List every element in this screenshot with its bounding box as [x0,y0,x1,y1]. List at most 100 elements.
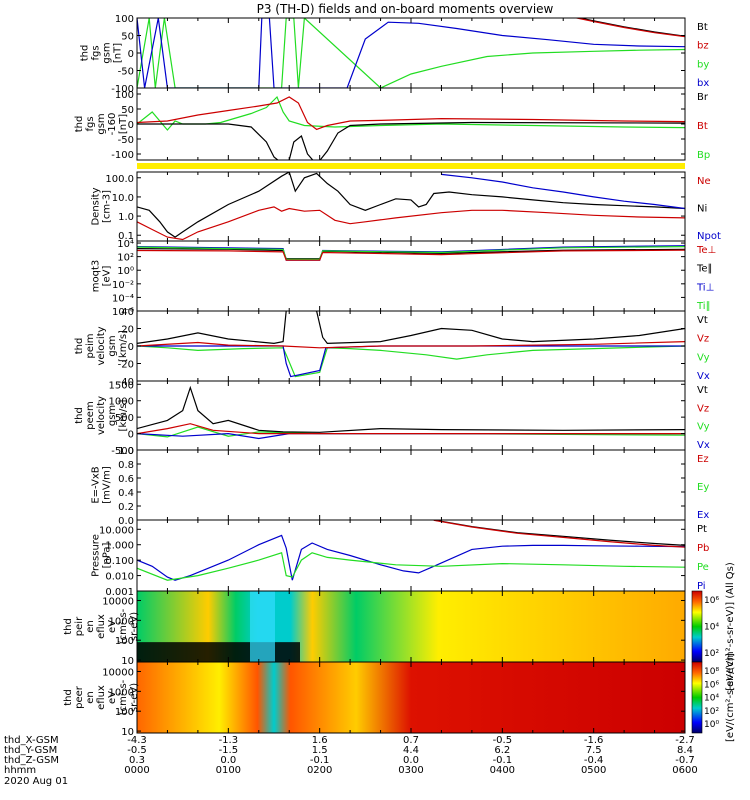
panel-frame [136,171,686,242]
ephemeris-value: 1.6 [312,735,328,746]
colorbar-tick-label: 10² [704,707,719,717]
y-tick-label: 0 [128,49,134,60]
y-axis-label: [mV/m] [102,466,113,504]
y-tick-label: 0 [128,120,134,131]
y-tick-label: 0.6 [118,474,134,485]
y-tick-label: 10⁻⁶ [112,307,134,318]
series-vy-line [137,345,685,378]
panel-fgs_gsm: 100 50 0 -50 -100 thd fgs gsm [nT] Bt bz by bx [80,14,710,95]
y-tick-label: 10⁰ [117,266,134,277]
legend-vy: Vy [697,352,710,363]
colorbar-tick-label: 10⁰ [704,720,719,730]
y-axis-label: eV [107,691,118,704]
legend-vt: Vt [697,385,708,396]
y-tick-label: 0.4 [118,488,134,499]
panel-frame [136,519,686,592]
y-axis-label: (cm²-s- [118,608,129,644]
series-vz-line [137,423,685,435]
y-tick-label: 0.100 [105,556,134,567]
y-tick-label: 100 [115,14,134,25]
ephemeris-value: -0.4 [584,755,604,766]
ephemeris-label: thd_X-GSM [4,735,59,746]
flag-bar [137,163,685,169]
y-tick-label: 1500 [109,380,134,391]
legend-pe: Pe [697,562,709,573]
series-npot-line [441,173,685,210]
legend-ey: Ey [697,482,709,493]
x-tick-label: 0100 [216,765,241,776]
ephemeris-value: -1.3 [219,735,239,746]
y-axis-label: sr-eV) [129,612,140,641]
y-tick-label: 10 [121,727,134,738]
y-tick-label: 20 [121,325,134,336]
series-br-line [137,121,685,160]
ephemeris-value: 7.5 [586,745,602,756]
time-axis: -4.3-0.50.30000-1.3-1.50.001001.61.5-0.1… [4,735,698,787]
panel-moments_temp: 10⁴ 10² 10⁰ 10⁻² 10⁻⁴ 10⁻⁶ moqt3 [eV] Te⊥ Te∥ Ti⊥ T… [91,239,717,318]
panel-fgs_gse_l60: 100 50 0 -50 -100 thd fgs gsm -160 [nT] Br Bt Bp [74,87,710,161]
legend-npot: Npot [697,231,721,242]
panel-frame [136,17,686,89]
ephemeris-value: -0.5 [493,735,513,746]
series-vz-line [137,341,685,349]
y-tick-label: 0.001 [105,587,134,598]
series-te-line [137,249,685,261]
series-pe-line [137,552,685,581]
y-tick-label: -40 [118,377,134,388]
y-axis-label: -160 [107,113,118,136]
series-vx-line [137,345,685,378]
y-tick-label: -20 [118,360,134,371]
ephemeris-value: -1.6 [584,735,604,746]
legend-ti: Ti⊥ [696,282,714,293]
y-tick-label: 50 [121,105,134,116]
series-vy-line [137,426,685,438]
legend-bz: bz [697,41,709,52]
y-axis-label: [eV] [102,266,113,287]
y-axis-label: peem [85,401,96,429]
colorbar-tick-label: 10⁸ [704,667,719,677]
y-tick-label: -100 [111,84,134,95]
x-axis-label: hhmm [4,765,36,776]
y-axis-label: [km/s] [118,399,129,431]
y-tick-label: 50 [121,32,134,43]
y-axis-label: [nT] [118,114,129,134]
y-axis-label: gsm [107,405,118,426]
y-axis-label: fgs [91,45,102,60]
y-axis-label: gsm [96,113,107,134]
y-tick-label: -50 [118,67,134,78]
y-axis-label: en [85,691,96,704]
series-pb-line [433,520,685,548]
y-tick-label: 10 [121,656,134,667]
y-tick-label: 10.000 [99,525,134,536]
legend-vt: Vt [697,315,708,326]
date-label: 2020 Aug 01 [4,776,68,787]
series-pt-line [433,520,685,546]
legend-ex: Ex [697,510,709,521]
ephemeris-value: -2.7 [675,735,695,746]
colorbar-tick-label: 10² [704,649,719,659]
y-tick-label: 0.010 [105,572,134,583]
panel-peim_velocity: 40 20 0 -20 -40 thd peim velocity gsm [km/s] Vt Vz V… [74,307,710,388]
legend-vx: Vx [697,440,710,451]
y-tick-label: 100 [115,707,134,718]
colorbar-label: [eV/(cm²-s-sr-eV)] [725,653,736,742]
panel-peem_velocity: 1500 1000 500 0 -500 thd peem velocity gsm [km/s]… [74,380,710,457]
y-tick-label: 0 [128,342,134,353]
legend-vx: Vx [697,371,710,382]
panel-density: 100.0 10.0 1.0 0.1 Density [cm-3] Ne Ni Npot [91,171,721,242]
colorbar-tick-label: 10⁴ [704,623,719,633]
series-ni-line [137,172,685,238]
y-tick-label: 0.0 [118,516,134,527]
legend-vz: Vz [697,334,709,345]
spectrogram-band [250,591,275,662]
y-tick-label: 1000 [109,687,134,698]
legend-ne: Ne [697,176,711,187]
panel-flags_bar [137,163,685,169]
y-axis-label: thd [74,116,85,133]
y-axis-label: peim [85,333,96,358]
y-tick-label: 1.0 [118,446,134,457]
y-axis-label: sr-eV) [129,683,140,712]
y-tick-label: 0 [128,430,134,441]
